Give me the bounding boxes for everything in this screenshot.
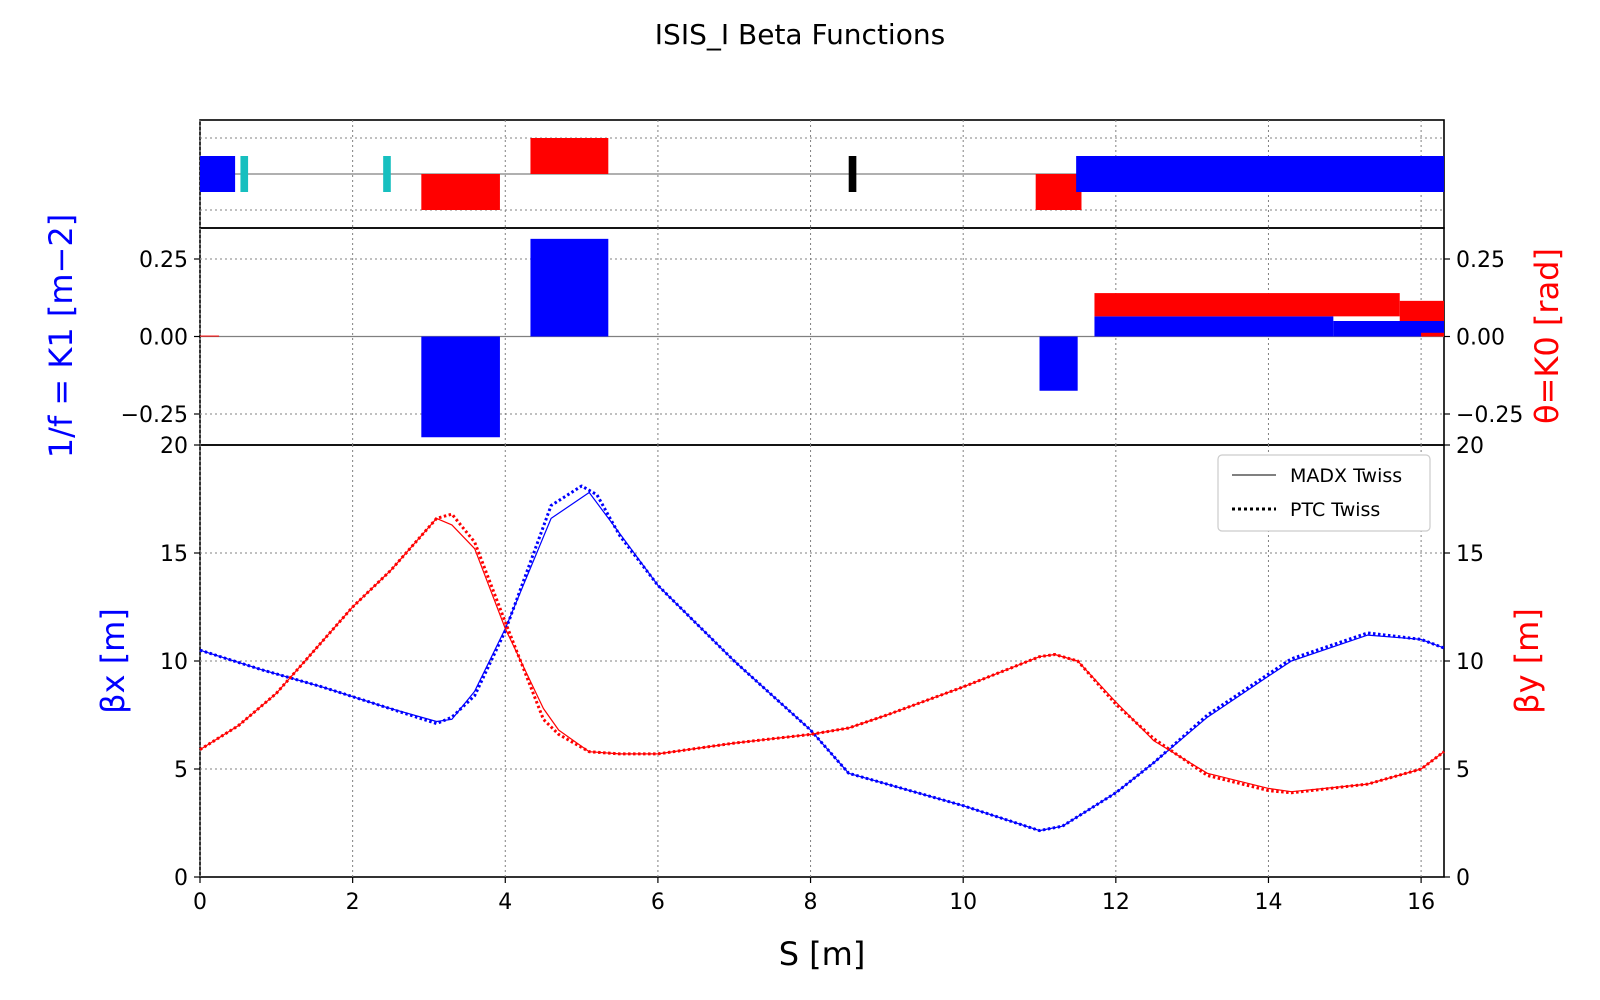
beta-left-tick-label-1: 5 (174, 758, 188, 783)
strength-block-3 (1039, 336, 1078, 391)
layout-element-3 (421, 174, 500, 210)
x-tick-label-3: 6 (651, 890, 665, 915)
beta-right-tick-label-1: 5 (1456, 758, 1470, 783)
x-tick-label-7: 14 (1254, 890, 1282, 915)
strength-block-8 (1421, 332, 1444, 337)
x-tick-label-8: 16 (1407, 890, 1435, 915)
strength-left-tick-label-0: 0.25 (139, 248, 188, 273)
layout-element-1 (240, 156, 249, 192)
beta-left-tick-label-3: 15 (160, 542, 188, 567)
strength-block-5 (1333, 321, 1444, 337)
x-tick-label-5: 10 (949, 890, 977, 915)
layout-element-2 (383, 156, 391, 192)
beta-y-ptc-line (199, 512, 1445, 795)
strength-left-axis-label: 1/f = K1 [m−2] (42, 214, 80, 458)
strength-block-2 (530, 238, 609, 337)
beta-right-axis-label: βy [m] (1508, 608, 1546, 714)
strength-block-0 (200, 335, 220, 337)
strength-block-7 (1399, 300, 1444, 321)
x-tick-label-2: 4 (498, 890, 512, 915)
beta-y-madx-line (199, 517, 1445, 793)
beta-x-madx-line (199, 491, 1445, 832)
layout-element-4 (530, 138, 609, 174)
beta-left-tick-label-2: 10 (160, 650, 188, 675)
chart-marks: 0 2 4 6 8 10 12 14 16 0.25 0.25 0.00 0.00 −0.25 −0.25 0… (121, 120, 1523, 915)
x-axis-label: S [m] (779, 935, 866, 973)
strength-left-tick-label-2: −0.25 (121, 403, 188, 428)
x-tick-label-1: 2 (346, 890, 360, 915)
beta-left-axis-label: βx [m] (94, 608, 132, 714)
beta-right-tick-label-2: 10 (1456, 650, 1484, 675)
x-tick-label-0: 0 (193, 890, 207, 915)
layout-element-0 (200, 156, 236, 192)
strength-block-6 (1094, 293, 1400, 317)
x-tick-label-4: 8 (804, 890, 818, 915)
legend: MADX Twiss PTC Twiss (1217, 454, 1431, 532)
beta-right-tick-label-0: 0 (1456, 866, 1470, 891)
strength-right-axis-label: θ=K0 [rad] (1528, 248, 1566, 424)
layout-element-6 (1035, 174, 1082, 210)
strength-block-1 (421, 336, 500, 438)
beta-left-tick-label-4: 20 (160, 434, 188, 459)
beta-right-tick-label-3: 15 (1456, 542, 1484, 567)
layout-element-7 (1076, 156, 1444, 192)
beta-right-tick-label-4: 20 (1456, 434, 1484, 459)
legend-entry-madx: MADX Twiss (1290, 465, 1402, 487)
strength-right-tick-label-2: −0.25 (1456, 403, 1523, 428)
strength-left-tick-label-1: 0.00 (139, 326, 188, 351)
strength-right-tick-label-1: 0.00 (1456, 326, 1505, 351)
strength-block-4 (1094, 316, 1334, 337)
x-tick-label-6: 12 (1102, 890, 1130, 915)
layout-element-5 (848, 156, 857, 192)
beta-x-ptc-line (199, 484, 1445, 833)
strength-right-tick-label-0: 0.25 (1456, 248, 1505, 273)
chart-title: ISIS_I Beta Functions (655, 18, 945, 51)
beta-left-tick-label-0: 0 (174, 866, 188, 891)
legend-box (1217, 454, 1431, 532)
legend-entry-ptc: PTC Twiss (1290, 499, 1380, 521)
